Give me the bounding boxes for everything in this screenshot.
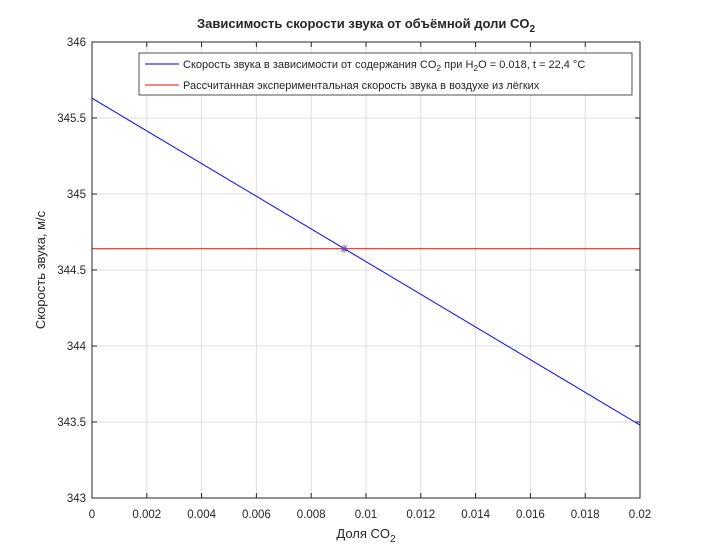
intersection-marker xyxy=(340,244,349,253)
legend-post: O = 0.018, t = 22,4 °C xyxy=(478,59,585,71)
x-tick-label: 0.01 xyxy=(355,509,377,521)
ticks-group: 0 0.002 0.004 0.006 0.008 0.01 0.012 0.014 0.016… xyxy=(57,37,651,521)
legend-label-red: Рассчитанная экспериментальная скорость … xyxy=(183,80,540,92)
chart-title: Зависимость скорости звука от объёмной д… xyxy=(197,16,535,35)
legend-label-blue: Скорость звука в зависимости от содержан… xyxy=(183,59,585,73)
legend: Скорость звука в зависимости от содержан… xyxy=(138,52,633,96)
y-tick-label: 344 xyxy=(67,341,87,353)
marker-stroke xyxy=(340,245,348,252)
x-tick-label: 0.016 xyxy=(516,509,545,521)
x-tick-label: 0.012 xyxy=(406,509,435,521)
series-line-blue xyxy=(91,97,641,426)
x-tick-label: 0 xyxy=(89,509,95,521)
series-group xyxy=(91,97,641,426)
x-tick-label: 0.014 xyxy=(461,509,490,521)
y-tick-label: 346 xyxy=(67,37,86,49)
legend-sub-h2o: 2 xyxy=(473,63,478,73)
x-axis-label-subscript: 2 xyxy=(390,534,396,545)
x-tick-label: 0.004 xyxy=(187,509,216,521)
chart-title-subscript: 2 xyxy=(529,24,535,35)
legend-box xyxy=(138,52,633,96)
y-tick-label: 344.5 xyxy=(57,265,86,277)
x-axis-label: Доля CO2 xyxy=(336,526,396,545)
x-tick-label: 0.008 xyxy=(297,509,326,521)
y-tick-label: 343.5 xyxy=(57,417,86,429)
x-tick-label: 0.018 xyxy=(571,509,600,521)
y-tick-label: 345 xyxy=(67,189,86,201)
y-tick-label: 345.5 xyxy=(57,113,86,125)
y-tick-label: 343 xyxy=(67,493,86,505)
x-tick-label: 0.002 xyxy=(132,509,161,521)
x-tick-label: 0.006 xyxy=(242,509,271,521)
legend-sub-co2: 2 xyxy=(436,63,441,73)
y-axis-label: Скорость звука, м/с xyxy=(33,210,48,329)
x-tick-label: 0.02 xyxy=(629,509,651,521)
legend-mid: при H xyxy=(441,59,473,71)
